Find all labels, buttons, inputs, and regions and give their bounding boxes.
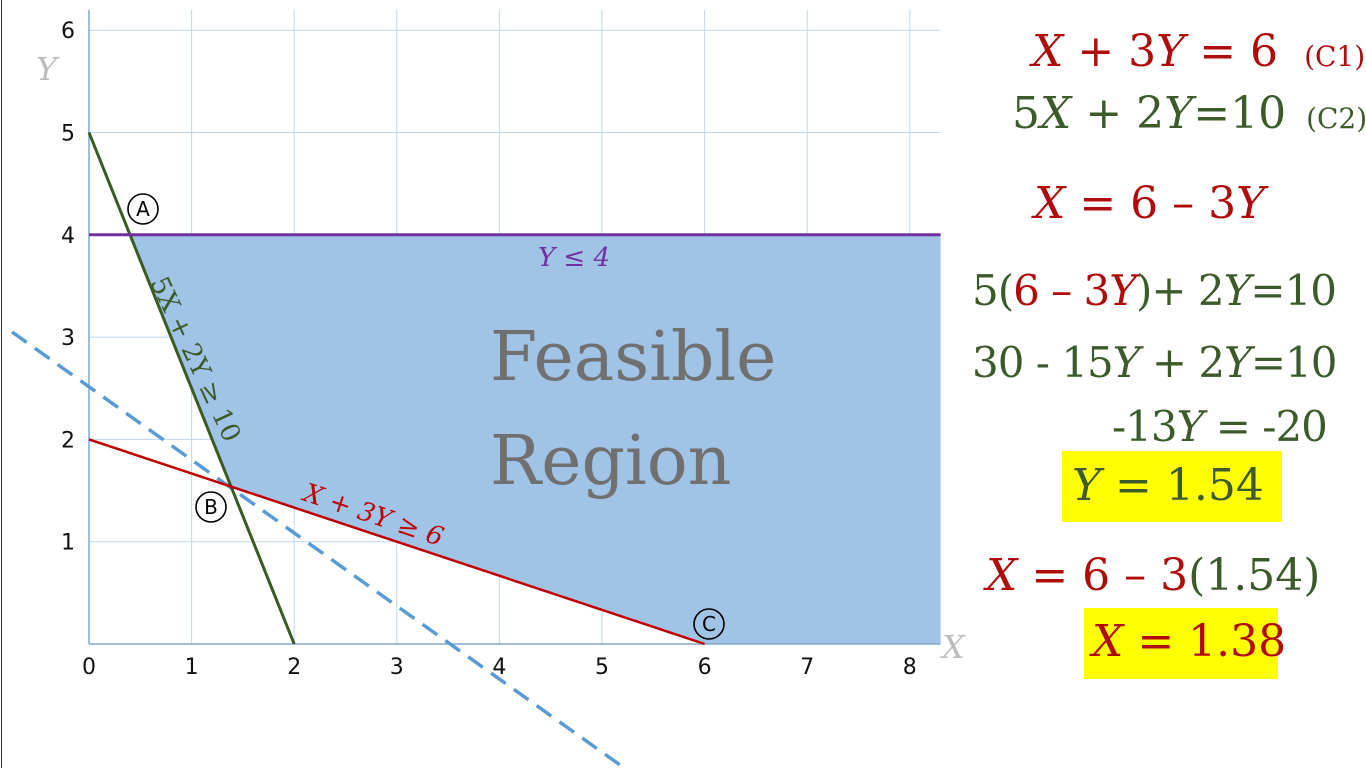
y-axis-name: Y <box>36 50 60 88</box>
constraint-c1-line <box>88 438 705 646</box>
y-limit-label: Y ≤ 4 <box>538 243 610 273</box>
y-tick-label: 2 <box>61 428 75 453</box>
equation-c1-tag: (C1) <box>1304 40 1366 73</box>
x-tick-label: 5 <box>595 655 609 680</box>
equation-y-result: Y = 1.54 <box>1072 460 1264 511</box>
y-tick-label: 5 <box>61 122 75 147</box>
y-tick-label: 1 <box>61 531 75 556</box>
equation-x-in-terms-of-y: X = 6 – 3Y <box>1034 178 1266 229</box>
feasible-region <box>130 234 941 645</box>
feasible-region-label-line1: Feasible <box>490 318 776 397</box>
x-tick-label: 1 <box>185 655 199 680</box>
y-tick-label: 4 <box>61 224 75 249</box>
equation-substitution: 5(6 – 3Y)+ 2Y=10 <box>972 266 1337 315</box>
slide-left-border <box>1 0 2 768</box>
feasible-region-label-line2: Region <box>490 422 731 501</box>
x-tick-label: 4 <box>492 655 506 680</box>
x-result-highlight <box>1084 608 1278 679</box>
equation-c2-tag: (C2) <box>1306 102 1366 135</box>
point-b-label: B <box>204 495 218 519</box>
y-tick-labels: 1 2 3 4 5 6 <box>61 19 75 556</box>
x-tick-label: 2 <box>287 655 301 680</box>
equation-expanded: 30 - 15Y + 2Y=10 <box>972 338 1338 387</box>
x-tick-label: 6 <box>698 655 712 680</box>
axes <box>88 9 941 645</box>
point-a-marker: A <box>127 193 159 225</box>
point-c-marker: C <box>693 608 725 640</box>
objective-dashed-line <box>11 330 624 768</box>
x-axis-name: X <box>939 628 966 666</box>
x-tick-label: 3 <box>390 655 404 680</box>
constraint-c2-line <box>87 131 296 645</box>
point-b-marker: B <box>195 491 227 523</box>
x-tick-label: 7 <box>800 655 814 680</box>
point-a-label: A <box>136 197 150 221</box>
y-tick-label: 3 <box>61 326 75 351</box>
x-tick-labels: 0 1 2 3 4 5 6 7 8 <box>82 655 917 680</box>
x-tick-label: 8 <box>903 655 917 680</box>
equation-c2: 5X + 2Y=10 (C2) <box>1012 88 1366 139</box>
x-tick-label: 0 <box>82 655 96 680</box>
equation-x-result: X = 1.38 <box>1092 616 1287 667</box>
point-c-label: C <box>702 612 716 636</box>
equation-c1: X + 3Y = 6 (C1) <box>1032 26 1366 77</box>
y-result-highlight <box>1062 451 1282 522</box>
equation-x-substitution: X = 6 – 3(1.54) <box>986 550 1321 601</box>
y-tick-label: 6 <box>61 19 75 44</box>
equation-simplified: -13Y = -20 <box>1112 402 1328 451</box>
